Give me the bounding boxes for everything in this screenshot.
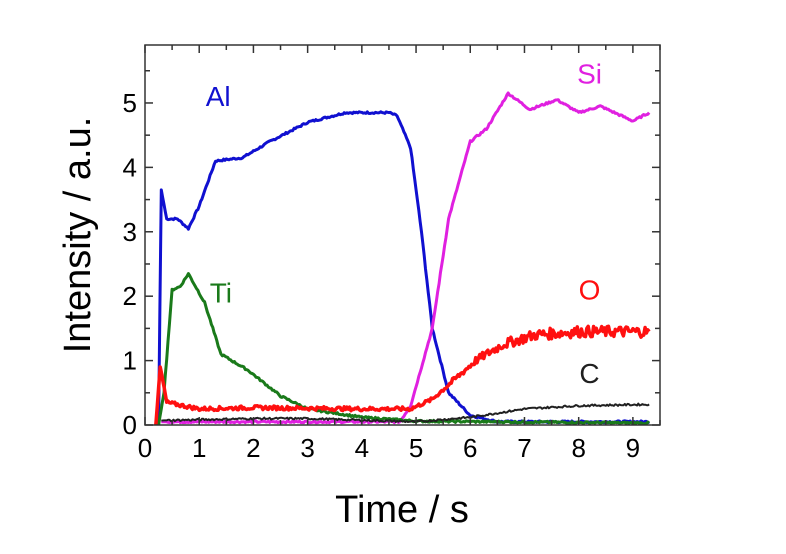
series-line-al	[157, 110, 650, 426]
plot-frame	[144, 44, 661, 426]
x-tick-label: 4	[355, 433, 369, 463]
series-label-ti: Ti	[210, 278, 232, 309]
y-tick-label: 0	[123, 410, 137, 440]
x-tick-label: 9	[626, 433, 640, 463]
y-tick-label: 2	[123, 281, 137, 311]
x-tick-label: 6	[463, 433, 477, 463]
series-label-c: C	[579, 358, 599, 389]
y-tick-label: 5	[123, 88, 137, 118]
x-tick-label: 1	[192, 433, 206, 463]
x-axis-label: Time / s	[335, 489, 469, 531]
x-tick-label: 7	[517, 433, 531, 463]
series-line-o	[154, 324, 651, 426]
series-label-al: Al	[206, 81, 231, 112]
y-tick-label: 4	[123, 152, 137, 182]
x-tick-label: 0	[138, 433, 152, 463]
x-tick-label: 8	[571, 433, 585, 463]
x-tick-label: 2	[246, 433, 260, 463]
y-tick-label: 3	[123, 217, 137, 247]
series-label-si: Si	[577, 59, 602, 90]
x-tick-label: 5	[409, 433, 423, 463]
series-line-ti	[157, 272, 651, 426]
y-tick-label: 1	[123, 346, 137, 376]
x-tick-label: 3	[300, 433, 314, 463]
series-line-c	[161, 402, 650, 424]
series-label-o: O	[579, 274, 601, 305]
y-axis-label: Intensity / a.u.	[57, 117, 99, 354]
series-line-si	[161, 91, 651, 425]
